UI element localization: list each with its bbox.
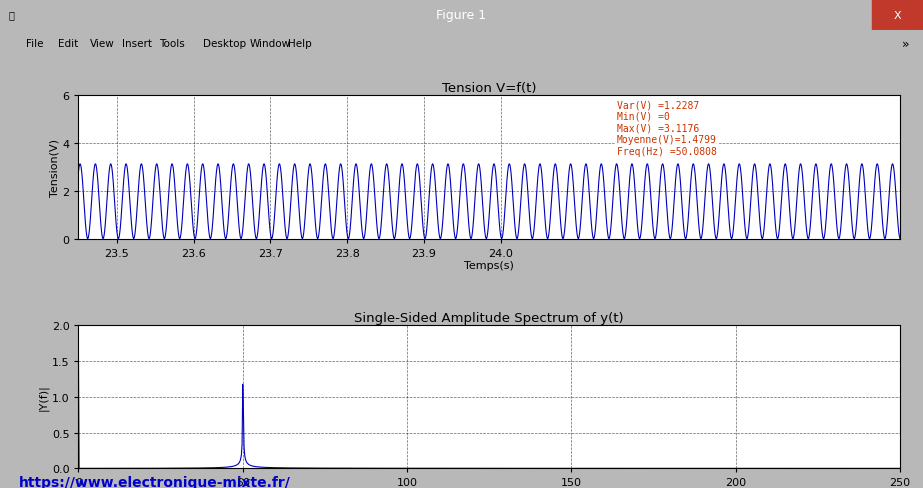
Y-axis label: Tension(V): Tension(V) xyxy=(50,139,59,196)
Text: Help: Help xyxy=(288,39,312,49)
Text: Var(V) =1.2287
Min(V) =0
Max(V) =3.1176
Moyenne(V)=1.4799
Freq(Hz) =50.0808: Var(V) =1.2287 Min(V) =0 Max(V) =3.1176 … xyxy=(617,100,716,156)
Text: Figure 1: Figure 1 xyxy=(437,9,486,22)
Text: Window: Window xyxy=(249,39,291,49)
Y-axis label: |Y(f)|: |Y(f)| xyxy=(39,384,49,410)
Text: View: View xyxy=(90,39,114,49)
X-axis label: Temps(s): Temps(s) xyxy=(464,261,514,271)
Text: Insert: Insert xyxy=(122,39,152,49)
Text: https://www.electronique-mixte.fr/: https://www.electronique-mixte.fr/ xyxy=(18,475,291,488)
Title: Tension V=f(t): Tension V=f(t) xyxy=(442,81,536,95)
Bar xyxy=(872,0,923,31)
Text: 🔥: 🔥 xyxy=(8,11,14,20)
Text: File: File xyxy=(26,39,43,49)
Text: Edit: Edit xyxy=(58,39,78,49)
Text: X: X xyxy=(893,11,901,20)
Title: Single-Sided Amplitude Spectrum of y(t): Single-Sided Amplitude Spectrum of y(t) xyxy=(354,311,624,324)
Text: Desktop: Desktop xyxy=(203,39,246,49)
Text: Tools: Tools xyxy=(159,39,185,49)
Text: »: » xyxy=(902,38,909,50)
